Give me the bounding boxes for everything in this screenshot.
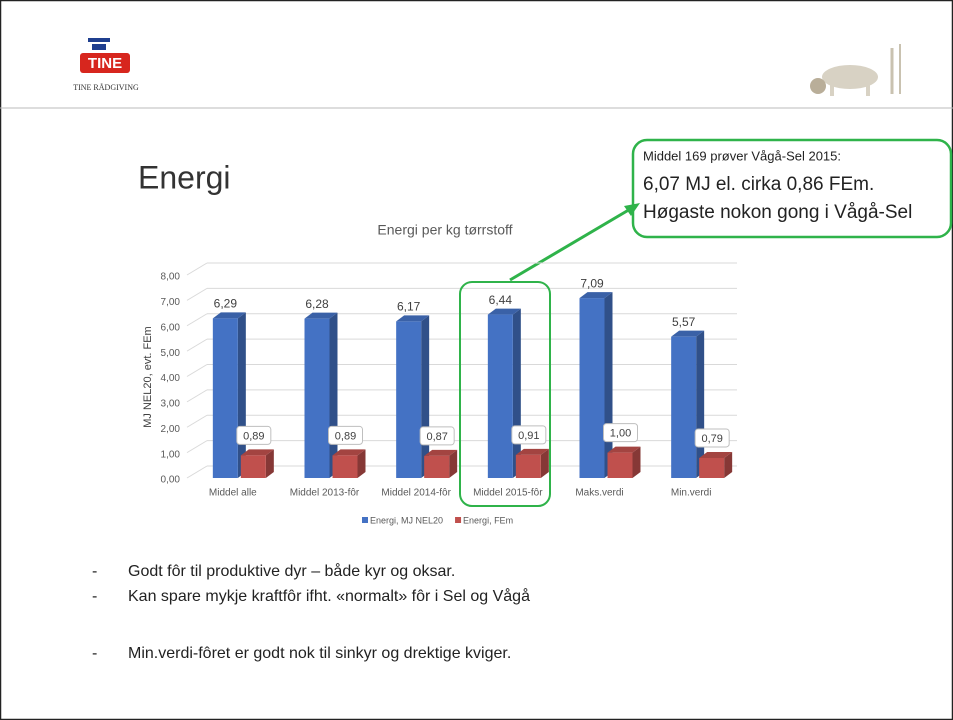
bar: [671, 337, 696, 478]
y-tick-label: 1,00: [161, 449, 181, 460]
logo-icon: [92, 44, 106, 50]
value-label: 0,89: [335, 430, 356, 442]
y-tick-label: 0,00: [161, 475, 181, 486]
value-label: 6,29: [214, 297, 238, 311]
bar: [608, 453, 633, 478]
bullet-text: Min.verdi-fôret er godt nok til sinkyr o…: [128, 645, 511, 662]
x-tick-label: Middel 2015-fôr: [473, 488, 543, 499]
logo-text: TINE: [88, 55, 122, 72]
bullet-text: Godt fôr til produktive dyr – både kyr o…: [128, 562, 455, 580]
bar: [516, 455, 541, 478]
page: TINE TINE RÅDGIVING Energi Middel 169 pr…: [0, 0, 953, 720]
cow-leg: [866, 84, 870, 96]
bar: [333, 455, 358, 478]
value-label: 5,57: [672, 315, 696, 329]
value-label: 7,09: [580, 276, 604, 290]
slide-title: Energi: [138, 159, 231, 195]
bullet-dash: -: [92, 563, 97, 580]
callout-text: Middel 169 prøver Vågå-Sel 2015:: [643, 148, 841, 163]
legend-swatch: [455, 517, 461, 523]
legend-swatch: [362, 517, 368, 523]
value-label: 1,00: [610, 428, 631, 440]
value-label: 6,44: [489, 293, 513, 307]
y-tick-label: 8,00: [161, 272, 181, 283]
slide: TINE TINE RÅDGIVING Energi Middel 169 pr…: [0, 0, 953, 720]
value-label: 6,17: [397, 300, 421, 314]
y-tick-label: 3,00: [161, 399, 181, 410]
value-label: 0,79: [701, 433, 722, 445]
bag-icon: [810, 78, 826, 94]
bar: [424, 456, 449, 478]
logo-subtitle: TINE RÅDGIVING: [73, 83, 139, 92]
y-tick-label: 7,00: [161, 297, 181, 308]
callout-text: Høgaste nokon gong i Vågå-Sel: [643, 202, 912, 223]
value-label: 0,91: [518, 430, 539, 442]
x-tick-label: Min.verdi: [671, 488, 712, 499]
value-label: 0,87: [426, 431, 447, 443]
y-tick-label: 4,00: [161, 373, 181, 384]
bar: [396, 321, 421, 478]
bar: [305, 319, 330, 478]
x-tick-label: Maks.verdi: [575, 488, 623, 499]
callout-text: 6,07 MJ el. cirka 0,86 FEm.: [643, 174, 874, 195]
x-tick-label: Middel 2013-fôr: [290, 488, 360, 499]
bar: [241, 455, 266, 478]
bullet-text: Kan spare mykje kraftfôr ifht. «normalt»…: [128, 587, 530, 605]
bar: [699, 458, 724, 478]
legend-label: Energi, MJ NEL20: [370, 515, 443, 525]
bullet-dash: -: [92, 588, 97, 605]
y-tick-label: 2,00: [161, 424, 181, 435]
bullet-dash: -: [92, 645, 97, 662]
x-tick-label: Middel 2014-fôr: [381, 488, 451, 499]
bar: [580, 298, 605, 478]
value-label: 0,89: [243, 430, 264, 442]
y-axis-label: MJ NEL20, evt. FEm: [142, 326, 154, 427]
value-label: 6,28: [305, 297, 329, 311]
chart-title: Energi per kg tørrstoff: [377, 222, 512, 238]
bar: [488, 315, 513, 478]
y-tick-label: 6,00: [161, 322, 181, 333]
y-tick-label: 5,00: [161, 348, 181, 359]
bar: [213, 318, 238, 478]
logo-icon: [88, 38, 110, 42]
x-tick-label: Middel alle: [209, 488, 257, 499]
legend-label: Energi, FEm: [463, 515, 513, 525]
cow-leg: [830, 84, 834, 96]
